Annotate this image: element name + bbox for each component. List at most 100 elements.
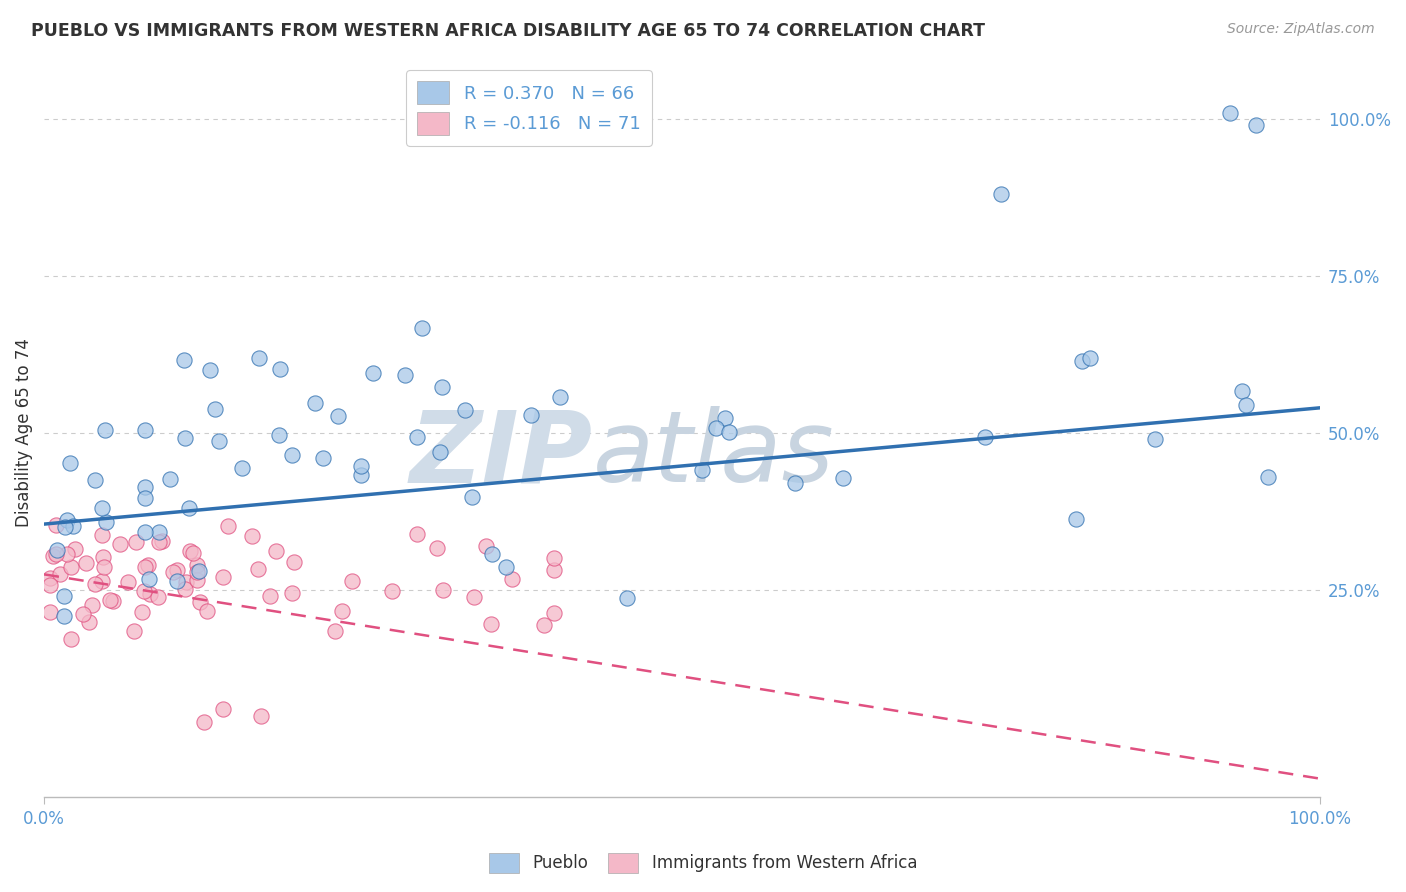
Point <box>173 582 195 596</box>
Legend: Pueblo, Immigrants from Western Africa: Pueblo, Immigrants from Western Africa <box>482 847 924 880</box>
Point <box>94 423 117 437</box>
Point <box>332 604 354 618</box>
Point <box>454 403 477 417</box>
Point <box>49 566 72 581</box>
Point <box>281 586 304 600</box>
Point <box>304 395 326 409</box>
Point <box>108 537 131 551</box>
Point <box>495 560 517 574</box>
Point <box>59 559 82 574</box>
Point <box>311 450 333 465</box>
Point <box>77 615 100 630</box>
Point <box>131 605 153 619</box>
Point <box>1234 398 1257 412</box>
Point <box>990 187 1012 202</box>
Point <box>134 480 156 494</box>
Point <box>283 555 305 569</box>
Point <box>174 574 197 589</box>
Point <box>186 573 208 587</box>
Point <box>328 409 350 423</box>
Point <box>93 559 115 574</box>
Text: atlas: atlas <box>592 407 834 503</box>
Point <box>281 449 304 463</box>
Point <box>136 558 159 573</box>
Point <box>45 517 67 532</box>
Point <box>1078 351 1101 365</box>
Point <box>381 583 404 598</box>
Point <box>212 570 235 584</box>
Point <box>173 353 195 368</box>
Point <box>394 368 416 382</box>
Point <box>56 513 79 527</box>
Point <box>269 428 291 442</box>
Point <box>159 472 181 486</box>
Point <box>132 583 155 598</box>
Point <box>783 475 806 490</box>
Point <box>406 527 429 541</box>
Point <box>349 458 371 473</box>
Point <box>247 562 270 576</box>
Point <box>832 471 855 485</box>
Point <box>166 563 188 577</box>
Point <box>103 594 125 608</box>
Point <box>1244 118 1267 132</box>
Point <box>1144 432 1167 446</box>
Point <box>162 565 184 579</box>
Point <box>479 616 502 631</box>
Point <box>247 351 270 366</box>
Point <box>426 541 449 556</box>
Point <box>432 582 454 597</box>
Point <box>430 380 453 394</box>
Point <box>690 463 713 477</box>
Point <box>974 430 997 444</box>
Point <box>1071 354 1094 368</box>
Point <box>45 543 67 558</box>
Point <box>195 604 218 618</box>
Point <box>179 544 201 558</box>
Point <box>122 624 145 638</box>
Point <box>53 590 76 604</box>
Point <box>150 534 173 549</box>
Point <box>340 574 363 589</box>
Legend: R = 0.370   N = 66, R = -0.116   N = 71: R = 0.370 N = 66, R = -0.116 N = 71 <box>406 70 651 145</box>
Point <box>240 529 263 543</box>
Point <box>166 574 188 588</box>
Point <box>59 632 82 647</box>
Point <box>429 445 451 459</box>
Point <box>55 548 77 562</box>
Point <box>550 390 572 404</box>
Point <box>45 547 67 561</box>
Point <box>181 546 204 560</box>
Point <box>717 425 740 439</box>
Point <box>117 574 139 589</box>
Point <box>98 593 121 607</box>
Point <box>269 362 291 376</box>
Point <box>204 402 226 417</box>
Point <box>1064 512 1087 526</box>
Point <box>543 550 565 565</box>
Point <box>264 544 287 558</box>
Point <box>1230 384 1253 399</box>
Point <box>463 590 485 604</box>
Point <box>706 421 728 435</box>
Point <box>83 577 105 591</box>
Point <box>138 587 160 601</box>
Point <box>714 410 737 425</box>
Point <box>481 547 503 561</box>
Point <box>217 519 239 533</box>
Point <box>91 550 114 565</box>
Text: Source: ZipAtlas.com: Source: ZipAtlas.com <box>1227 22 1375 37</box>
Point <box>186 558 208 572</box>
Y-axis label: Disability Age 65 to 74: Disability Age 65 to 74 <box>15 339 32 527</box>
Point <box>90 528 112 542</box>
Point <box>75 556 97 570</box>
Point <box>84 473 107 487</box>
Point <box>148 535 170 549</box>
Point <box>39 605 62 619</box>
Point <box>250 708 273 723</box>
Point <box>148 524 170 539</box>
Point <box>231 461 253 475</box>
Point <box>80 598 103 612</box>
Text: ZIP: ZIP <box>409 407 592 503</box>
Point <box>1257 469 1279 483</box>
